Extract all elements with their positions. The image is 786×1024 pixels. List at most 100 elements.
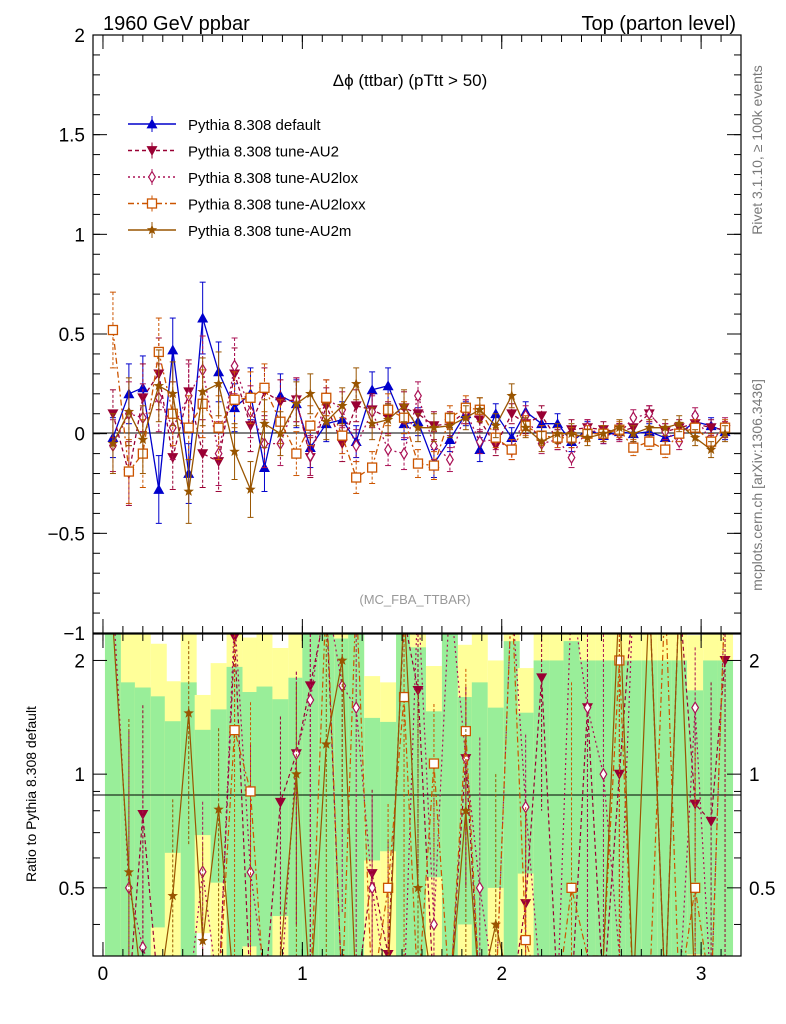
x-tick-label: 3 <box>696 964 707 985</box>
data-point <box>644 436 655 447</box>
data-point <box>107 324 119 336</box>
data-point <box>351 472 362 483</box>
main-series-group <box>107 281 731 524</box>
legend-swatch-marker <box>146 198 158 209</box>
ratio-tick-label-right: 1 <box>749 765 760 786</box>
ratio-point <box>352 700 361 715</box>
ratio-band-green <box>549 660 566 956</box>
ratio-y-axis-label: Ratio to Pythia 8.308 default <box>23 706 39 882</box>
ratio-y-ticks: 0.5 0.5 1 1 2 2 <box>59 651 775 925</box>
data-point <box>413 389 422 403</box>
ratio-band-green <box>487 707 504 888</box>
data-point <box>137 434 149 445</box>
data-point <box>582 432 593 443</box>
data-point <box>366 384 378 395</box>
data-point <box>306 448 315 463</box>
y-tick-label: 1.5 <box>59 126 85 147</box>
data-point <box>566 428 577 439</box>
data-point <box>213 378 224 389</box>
data-point <box>123 466 135 477</box>
ratio-tick-label: 0.5 <box>59 879 85 900</box>
ratio-band-green <box>641 660 658 956</box>
data-point <box>305 420 316 431</box>
y-tick-label: 0 <box>74 425 85 446</box>
data-point <box>167 388 178 399</box>
data-point <box>628 442 639 453</box>
rivet-version-label: Rivet 3.1.10, ≥ 100k events <box>749 65 765 235</box>
data-point <box>321 392 332 403</box>
ratio-band-green <box>717 660 734 956</box>
ratio-point <box>337 655 348 665</box>
legend-item-2: Pythia 8.308 tune-AU2lox <box>128 169 359 187</box>
data-point <box>506 390 517 401</box>
legend-item-4: Pythia 8.308 tune-AU2m <box>128 222 351 240</box>
data-point <box>614 422 625 433</box>
legend-label: Pythia 8.308 tune-AU2loxx <box>188 197 366 214</box>
ratio-point <box>229 634 240 643</box>
x-tick-label: 1 <box>297 964 308 985</box>
legend-swatch-marker <box>146 146 158 156</box>
ratio-series-4 <box>112 634 725 956</box>
data-point <box>337 430 348 441</box>
ratio-series-lines <box>112 634 731 956</box>
header-process-label: Top (parton level) <box>581 13 736 35</box>
ratio-point <box>291 768 302 779</box>
ratio-point <box>183 707 194 718</box>
data-point <box>259 382 270 393</box>
ratio-point <box>705 816 717 827</box>
ratio-band-green <box>364 717 381 861</box>
data-point <box>552 418 564 429</box>
x-tick-label: 0 <box>98 964 109 985</box>
legend-item-0: Pythia 8.308 default <box>128 116 321 134</box>
ratio-point <box>412 882 424 893</box>
ratio-point <box>536 673 548 684</box>
data-point <box>229 394 240 405</box>
ratio-point <box>321 738 332 749</box>
x-tick-label: 2 <box>496 964 507 985</box>
ratio-point <box>599 767 608 781</box>
ratio-band-green <box>503 641 520 956</box>
data-point <box>520 422 531 433</box>
data-point <box>506 409 518 420</box>
legend-swatch-marker <box>148 170 156 184</box>
mcplots-label: mcplots.cern.ch [arXiv:1306.3436] <box>749 379 765 591</box>
series-4 <box>107 349 731 524</box>
data-point <box>536 436 547 447</box>
ratio-point <box>197 935 208 946</box>
data-point <box>153 380 164 391</box>
data-point <box>444 434 456 445</box>
ratio-point <box>274 797 286 808</box>
legend-item-3: Pythia 8.308 tune-AU2loxx <box>128 195 366 214</box>
data-point <box>107 438 119 449</box>
ratio-band-green <box>611 660 628 956</box>
data-point <box>382 380 394 391</box>
legend-label: Pythia 8.308 tune-AU2m <box>188 223 351 240</box>
data-point <box>689 432 701 443</box>
ratio-point <box>382 882 394 893</box>
data-point <box>644 422 655 433</box>
ratio-tick-label-right: 0.5 <box>749 879 775 900</box>
y-tick-label: −0.5 <box>47 524 85 545</box>
ratio-band-green <box>150 696 167 928</box>
data-point <box>291 448 302 459</box>
data-point <box>719 428 731 439</box>
data-point <box>366 462 378 473</box>
ratio-point <box>691 700 700 715</box>
ratio-point <box>490 918 501 929</box>
data-point <box>674 418 685 429</box>
ratio-band-green <box>380 721 397 852</box>
ratio-point <box>167 890 178 901</box>
data-point <box>398 400 410 411</box>
ratio-point <box>229 724 240 736</box>
legend-label: Pythia 8.308 default <box>188 117 321 134</box>
data-point <box>366 418 378 429</box>
ratio-band-green <box>625 660 642 956</box>
data-point <box>490 408 502 419</box>
data-point <box>629 411 638 425</box>
y-tick-label: 0.5 <box>59 325 85 346</box>
legend-item-1: Pythia 8.308 tune-AU2 <box>128 142 339 161</box>
legend-label: Pythia 8.308 tune-AU2lox <box>188 170 359 187</box>
data-point <box>384 442 393 457</box>
y-tick-label: 1 <box>74 225 85 246</box>
